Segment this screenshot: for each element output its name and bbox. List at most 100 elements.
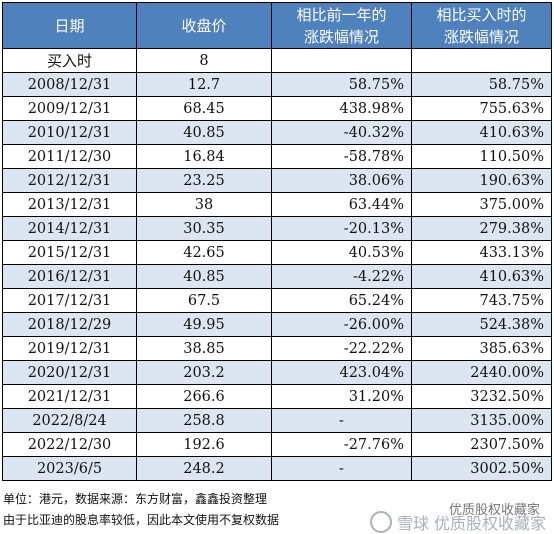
cell-change-since-buy: 58.75%: [411, 72, 552, 97]
cell-change-since-buy: 279.38%: [411, 216, 552, 241]
table-row: 2021/12/31 266.6 31.20% 3232.50%: [2, 384, 552, 409]
cell-yoy-change: [271, 48, 412, 73]
cell-change-since-buy: 375.00%: [411, 192, 552, 217]
cell-close-price: 266.6: [136, 384, 272, 409]
cell-close-price: 67.5: [136, 288, 272, 313]
cell-date: 2016/12/31: [2, 264, 137, 289]
cell-date: 2015/12/31: [2, 240, 137, 265]
cell-yoy-change: 38.06%: [271, 168, 412, 193]
table-row: 2016/12/31 40.85 -4.22% 410.63%: [2, 264, 552, 289]
cell-yoy-change: -: [271, 456, 412, 481]
cell-date: 2021/12/31: [2, 384, 137, 409]
table-row: 2010/12/31 40.85 -40.32% 410.63%: [2, 120, 552, 145]
cell-change-since-buy: 190.63%: [411, 168, 552, 193]
notes: 单位：港元，数据来源：东方财富，鑫鑫投资整理 由于比亚迪的股息率较低，因此本文使…: [3, 489, 279, 531]
cell-yoy-change: 40.53%: [271, 240, 412, 265]
cell-date: 2012/12/31: [2, 168, 137, 193]
cell-date: 2008/12/31: [2, 72, 137, 97]
cell-yoy-change: 58.75%: [271, 72, 412, 97]
cell-date: 2014/12/31: [2, 216, 137, 241]
cell-yoy-change: -20.13%: [271, 216, 412, 241]
cell-change-since-buy: 743.75%: [411, 288, 552, 313]
cell-close-price: 203.2: [136, 360, 272, 385]
cell-date: 2022/12/30: [2, 432, 137, 457]
cell-yoy-change: 438.98%: [271, 96, 412, 121]
cell-change-since-buy: 3002.50%: [411, 456, 552, 481]
table-row: 2015/12/31 42.65 40.53% 433.13%: [2, 240, 552, 265]
cell-change-since-buy: 3135.00%: [411, 408, 552, 433]
cell-change-since-buy: 385.63%: [411, 336, 552, 361]
cell-close-price: 192.6: [136, 432, 272, 457]
cell-date: 2022/8/24: [2, 408, 137, 433]
header-date: 日期: [2, 2, 137, 49]
cell-yoy-change: 423.04%: [271, 360, 412, 385]
header-close-price: 收盘价: [136, 2, 272, 49]
cell-change-since-buy: 524.38%: [411, 312, 552, 337]
source-note: 单位：港元，数据来源：东方财富，鑫鑫投资整理: [3, 492, 268, 506]
cell-change-since-buy: 3232.50%: [411, 384, 552, 409]
header-change-since-buy: 相比买入时的 涨跌幅情况: [411, 2, 552, 49]
watermark-platform-suffix: 优质股权收藏家: [433, 514, 546, 533]
table-row: 2009/12/31 68.45 438.98% 755.63%: [2, 96, 552, 121]
header-row: 日期 收盘价 相比前一年的 涨跌幅情况 相比买入时的 涨跌幅情况: [2, 2, 552, 49]
cell-yoy-change: -4.22%: [271, 264, 412, 289]
cell-close-price: 23.25: [136, 168, 272, 193]
table-row: 2023/6/5 248.2-3002.50%: [2, 456, 552, 481]
cell-date: 2020/12/31: [2, 360, 137, 385]
cell-yoy-change: -: [271, 408, 412, 433]
cell-date: 2013/12/31: [2, 192, 137, 217]
cell-change-since-buy: 410.63%: [411, 264, 552, 289]
cell-change-since-buy: 2307.50%: [411, 432, 552, 457]
cell-close-price: 12.7: [136, 72, 272, 97]
table-row: 2014/12/31 30.35 -20.13% 279.38%: [2, 216, 552, 241]
cell-change-since-buy: 755.63%: [411, 96, 552, 121]
cell-yoy-change: -58.78%: [271, 144, 412, 169]
cell-close-price: 30.35: [136, 216, 272, 241]
table-row: 2013/12/31 38 63.44% 375.00%: [2, 192, 552, 217]
snowball-icon: [369, 511, 392, 533]
cell-date: 2019/12/31: [2, 336, 137, 361]
cell-close-price: 40.85: [136, 120, 272, 145]
cell-close-price: 16.84: [136, 144, 272, 169]
table-row: 2022/12/30 192.6 -27.76% 2307.50%: [2, 432, 552, 457]
cell-close-price: 8: [136, 48, 272, 73]
cell-close-price: 42.65: [136, 240, 272, 265]
cell-yoy-change: -26.00%: [271, 312, 412, 337]
cell-change-since-buy: 410.63%: [411, 120, 552, 145]
cell-date: 2017/12/31: [2, 288, 137, 313]
returns-table: 日期 收盘价 相比前一年的 涨跌幅情况 相比买入时的 涨跌幅情况 买入时 8 200…: [2, 2, 552, 481]
watermark: 雪球 优质股权收藏家: [369, 510, 546, 534]
table-row: 买入时 8: [2, 48, 552, 73]
cell-change-since-buy: 2440.00%: [411, 360, 552, 385]
cell-change-since-buy: 433.13%: [411, 240, 552, 265]
table-row: 2017/12/31 67.5 65.24% 743.75%: [2, 288, 552, 313]
cell-change-since-buy: [411, 48, 552, 73]
cell-close-price: 68.45: [136, 96, 272, 121]
table-row: 2011/12/30 16.84 -58.78% 110.50%: [2, 144, 552, 169]
table-row: 2008/12/31 12.7 58.75% 58.75%: [2, 72, 552, 97]
watermark-platform: 雪球: [396, 514, 429, 533]
table-row: 2012/12/31 23.25 38.06% 190.63%: [2, 168, 552, 193]
cell-yoy-change: 63.44%: [271, 192, 412, 217]
cell-close-price: 248.2: [136, 456, 272, 481]
cell-close-price: 258.8: [136, 408, 272, 433]
cell-yoy-change: 31.20%: [271, 384, 412, 409]
cell-yoy-change: -40.32%: [271, 120, 412, 145]
header-yoy-change: 相比前一年的 涨跌幅情况: [271, 2, 412, 49]
cell-yoy-change: 65.24%: [271, 288, 412, 313]
cell-change-since-buy: 110.50%: [411, 144, 552, 169]
cell-yoy-change: -22.22%: [271, 336, 412, 361]
disclaimer-note: 由于比亚迪的股息率较低，因此本文使用不复权数据: [3, 513, 280, 527]
table-body: 买入时 8 2008/12/31 12.7 58.75% 58.75% 2009/12/31…: [2, 48, 552, 481]
watermark-account: 优质股权收藏家: [448, 503, 540, 518]
table-row: 2020/12/31 203.2 423.04% 2440.00%: [2, 360, 552, 385]
cell-close-price: 40.85: [136, 264, 272, 289]
cell-close-price: 38.85: [136, 336, 272, 361]
cell-close-price: 38: [136, 192, 272, 217]
table-row: 2022/8/24 258.8-3135.00%: [2, 408, 552, 433]
cell-date: 2023/6/5: [2, 456, 137, 481]
cell-date: 2009/12/31: [2, 96, 137, 121]
cell-date: 2011/12/30: [2, 144, 137, 169]
cell-date: 2018/12/29: [2, 312, 137, 337]
cell-date: 2010/12/31: [2, 120, 137, 145]
